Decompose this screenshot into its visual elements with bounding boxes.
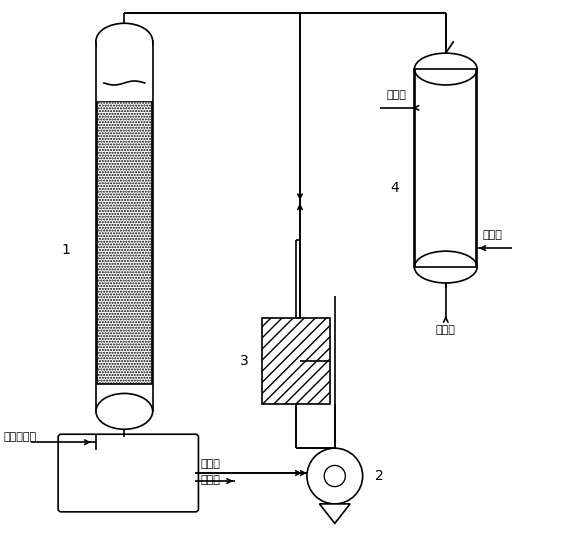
Ellipse shape bbox=[414, 53, 477, 85]
Bar bbox=[96, 41, 152, 412]
Text: 3: 3 bbox=[240, 354, 249, 368]
Bar bbox=[97, 101, 152, 385]
Text: 冷媒出: 冷媒出 bbox=[386, 90, 406, 100]
FancyBboxPatch shape bbox=[58, 434, 198, 512]
Bar bbox=[97, 101, 152, 385]
Bar bbox=[262, 318, 330, 404]
Text: 冷媒进: 冷媒进 bbox=[482, 230, 502, 240]
Bar bbox=[414, 69, 477, 267]
Ellipse shape bbox=[414, 251, 477, 283]
Text: 截温盐: 截温盐 bbox=[200, 475, 221, 485]
Polygon shape bbox=[320, 504, 350, 524]
Text: 1: 1 bbox=[62, 243, 70, 257]
Ellipse shape bbox=[96, 394, 152, 430]
Bar bbox=[262, 318, 330, 404]
Text: 原料混合气: 原料混合气 bbox=[3, 432, 37, 442]
Ellipse shape bbox=[96, 24, 152, 59]
Text: 粗产品: 粗产品 bbox=[436, 325, 456, 335]
Text: 2: 2 bbox=[375, 469, 384, 483]
Bar bbox=[416, 69, 476, 267]
Text: 导热油: 导热油 bbox=[200, 459, 221, 469]
Text: 4: 4 bbox=[390, 181, 399, 195]
Bar bbox=[416, 69, 476, 267]
Bar bbox=[97, 41, 152, 101]
